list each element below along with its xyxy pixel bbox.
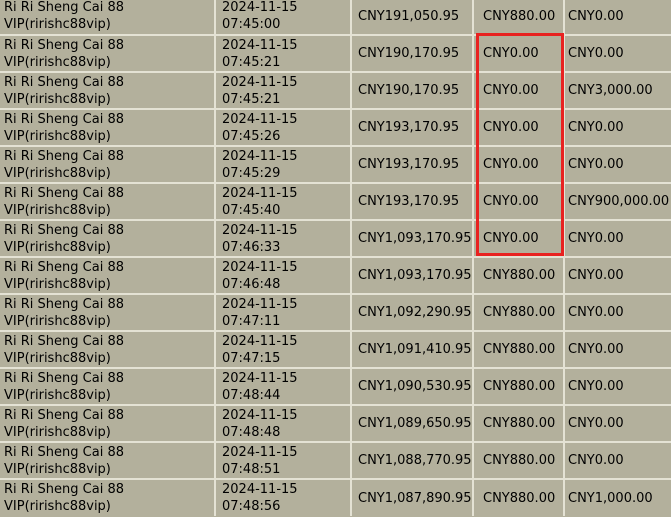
amount-a-cell: CNY0.00 <box>472 34 565 73</box>
amount-b-cell: CNY900,000.00 <box>563 182 671 221</box>
table-row: Ri Ri Sheng Cai 88 VIP(ririshc88vip) 202… <box>0 71 671 110</box>
account-cell: Ri Ri Sheng Cai 88 VIP(ririshc88vip) <box>0 71 216 110</box>
amount-a-cell: CNY0.00 <box>472 182 565 221</box>
account-cell: Ri Ri Sheng Cai 88 VIP(ririshc88vip) <box>0 145 216 184</box>
amount-b-cell: CNY0.00 <box>563 108 671 147</box>
balance-cell: CNY1,091,410.95 <box>350 330 474 369</box>
amount-a-cell: CNY880.00 <box>472 0 565 36</box>
amount-b-cell: CNY3,000.00 <box>563 71 671 110</box>
account-cell: Ri Ri Sheng Cai 88 VIP(ririshc88vip) <box>0 441 216 480</box>
datetime-cell: 2024-11-15 07:45:21 <box>214 34 352 73</box>
table-row: Ri Ri Sheng Cai 88 VIP(ririshc88vip) 202… <box>0 330 671 369</box>
table-row: Ri Ri Sheng Cai 88 VIP(ririshc88vip) 202… <box>0 256 671 295</box>
table-row: Ri Ri Sheng Cai 88 VIP(ririshc88vip) 202… <box>0 219 671 258</box>
table-row: Ri Ri Sheng Cai 88 VIP(ririshc88vip) 202… <box>0 0 671 36</box>
amount-a-cell: CNY880.00 <box>472 478 565 517</box>
datetime-cell: 2024-11-15 07:45:00 <box>214 0 352 36</box>
account-cell: Ri Ri Sheng Cai 88 VIP(ririshc88vip) <box>0 293 216 332</box>
account-cell: Ri Ri Sheng Cai 88 VIP(ririshc88vip) <box>0 404 216 443</box>
account-cell: Ri Ri Sheng Cai 88 VIP(ririshc88vip) <box>0 367 216 406</box>
balance-cell: CNY1,093,170.95 <box>350 219 474 258</box>
amount-b-cell: CNY0.00 <box>563 34 671 73</box>
account-cell: Ri Ri Sheng Cai 88 VIP(ririshc88vip) <box>0 219 216 258</box>
amount-a-cell: CNY880.00 <box>472 441 565 480</box>
table-row: Ri Ri Sheng Cai 88 VIP(ririshc88vip) 202… <box>0 293 671 332</box>
amount-b-cell: CNY0.00 <box>563 256 671 295</box>
amount-a-cell: CNY880.00 <box>472 330 565 369</box>
account-cell: Ri Ri Sheng Cai 88 VIP(ririshc88vip) <box>0 34 216 73</box>
datetime-cell: 2024-11-15 07:47:11 <box>214 293 352 332</box>
amount-a-cell: CNY880.00 <box>472 404 565 443</box>
balance-cell: CNY193,170.95 <box>350 108 474 147</box>
datetime-cell: 2024-11-15 07:48:56 <box>214 478 352 517</box>
account-cell: Ri Ri Sheng Cai 88 VIP(ririshc88vip) <box>0 0 216 36</box>
amount-b-cell: CNY0.00 <box>563 293 671 332</box>
datetime-cell: 2024-11-15 07:45:40 <box>214 182 352 221</box>
amount-b-cell: CNY0.00 <box>563 404 671 443</box>
table-row: Ri Ri Sheng Cai 88 VIP(ririshc88vip) 202… <box>0 404 671 443</box>
balance-cell: CNY193,170.95 <box>350 145 474 184</box>
table-row: Ri Ri Sheng Cai 88 VIP(ririshc88vip) 202… <box>0 34 671 73</box>
table-row: Ri Ri Sheng Cai 88 VIP(ririshc88vip) 202… <box>0 441 671 480</box>
amount-b-cell: CNY1,000.00 <box>563 478 671 517</box>
account-cell: Ri Ri Sheng Cai 88 VIP(ririshc88vip) <box>0 108 216 147</box>
amount-a-cell: CNY880.00 <box>472 256 565 295</box>
datetime-cell: 2024-11-15 07:47:15 <box>214 330 352 369</box>
balance-cell: CNY190,170.95 <box>350 71 474 110</box>
amount-a-cell: CNY0.00 <box>472 108 565 147</box>
amount-b-cell: CNY0.00 <box>563 367 671 406</box>
balance-cell: CNY193,170.95 <box>350 182 474 221</box>
amount-b-cell: CNY0.00 <box>563 441 671 480</box>
table-row: Ri Ri Sheng Cai 88 VIP(ririshc88vip) 202… <box>0 182 671 221</box>
datetime-cell: 2024-11-15 07:45:26 <box>214 108 352 147</box>
balance-cell: CNY190,170.95 <box>350 34 474 73</box>
amount-a-cell: CNY880.00 <box>472 293 565 332</box>
account-cell: Ri Ri Sheng Cai 88 VIP(ririshc88vip) <box>0 182 216 221</box>
amount-b-cell: CNY0.00 <box>563 145 671 184</box>
amount-b-cell: CNY0.00 <box>563 330 671 369</box>
datetime-cell: 2024-11-15 07:46:48 <box>214 256 352 295</box>
datetime-cell: 2024-11-15 07:48:44 <box>214 367 352 406</box>
balance-cell: CNY191,050.95 <box>350 0 474 36</box>
table-row: Ri Ri Sheng Cai 88 VIP(ririshc88vip) 202… <box>0 367 671 406</box>
balance-cell: CNY1,088,770.95 <box>350 441 474 480</box>
balance-cell: CNY1,092,290.95 <box>350 293 474 332</box>
amount-a-cell: CNY0.00 <box>472 145 565 184</box>
table-row: Ri Ri Sheng Cai 88 VIP(ririshc88vip) 202… <box>0 108 671 147</box>
datetime-cell: 2024-11-15 07:46:33 <box>214 219 352 258</box>
balance-cell: CNY1,089,650.95 <box>350 404 474 443</box>
balance-cell: CNY1,093,170.95 <box>350 256 474 295</box>
account-cell: Ri Ri Sheng Cai 88 VIP(ririshc88vip) <box>0 478 216 517</box>
amount-b-cell: CNY0.00 <box>563 219 671 258</box>
balance-cell: CNY1,090,530.95 <box>350 367 474 406</box>
datetime-cell: 2024-11-15 07:48:48 <box>214 404 352 443</box>
balance-cell: CNY1,087,890.95 <box>350 478 474 517</box>
amount-a-cell: CNY0.00 <box>472 219 565 258</box>
table-row: Ri Ri Sheng Cai 88 VIP(ririshc88vip) 202… <box>0 145 671 184</box>
datetime-cell: 2024-11-15 07:45:21 <box>214 71 352 110</box>
amount-a-cell: CNY0.00 <box>472 71 565 110</box>
amount-b-cell: CNY0.00 <box>563 0 671 36</box>
account-cell: Ri Ri Sheng Cai 88 VIP(ririshc88vip) <box>0 330 216 369</box>
amount-a-cell: CNY880.00 <box>472 367 565 406</box>
account-cell: Ri Ri Sheng Cai 88 VIP(ririshc88vip) <box>0 256 216 295</box>
datetime-cell: 2024-11-15 07:45:29 <box>214 145 352 184</box>
datetime-cell: 2024-11-15 07:48:51 <box>214 441 352 480</box>
table-row: Ri Ri Sheng Cai 88 VIP(ririshc88vip) 202… <box>0 478 671 517</box>
